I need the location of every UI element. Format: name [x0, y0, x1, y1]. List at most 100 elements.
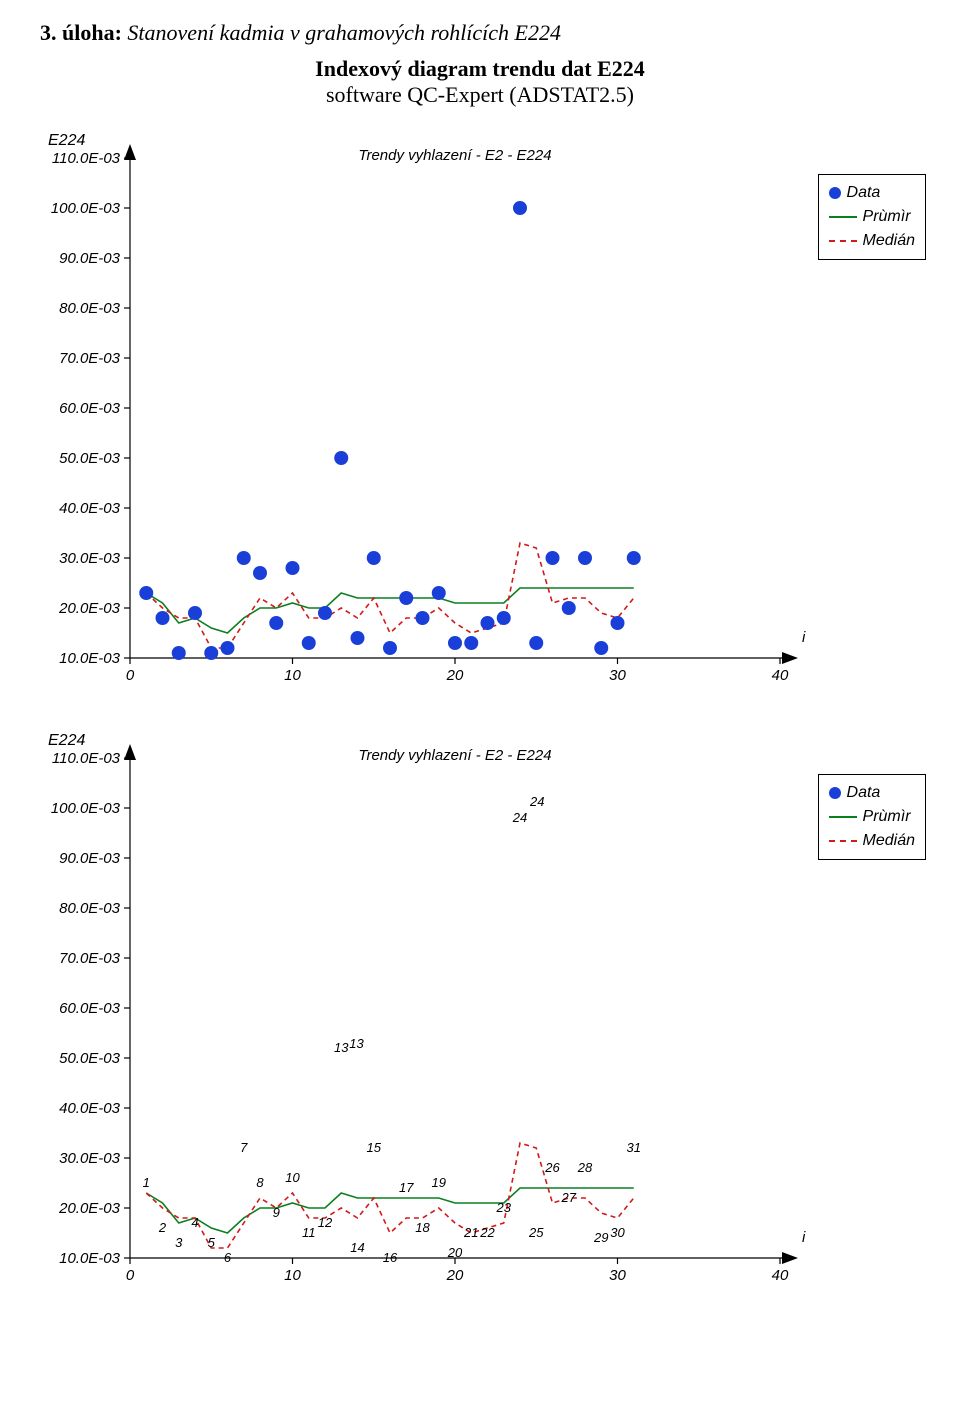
subtitle-line1: Indexový diagram trendu dat E224 — [40, 56, 920, 82]
svg-text:100.0E-03: 100.0E-03 — [51, 200, 121, 217]
title-prefix: 3. úloha: — [40, 20, 122, 45]
legend-median-label: Medián — [863, 229, 915, 253]
svg-text:90.0E-03: 90.0E-03 — [59, 850, 121, 867]
svg-text:10: 10 — [285, 1170, 300, 1185]
title-rest: Stanovení kadmia v grahamových rohlících… — [122, 20, 561, 45]
svg-text:21: 21 — [463, 1225, 478, 1240]
svg-text:11: 11 — [302, 1225, 316, 1240]
svg-text:i: i — [802, 1229, 806, 1246]
svg-text:15: 15 — [367, 1140, 382, 1155]
svg-text:Trendy vyhlazení - E2 - E224: Trendy vyhlazení - E2 - E224 — [358, 747, 551, 764]
svg-text:6: 6 — [224, 1250, 232, 1265]
svg-text:14: 14 — [350, 1240, 364, 1255]
legend-data: Data — [829, 181, 915, 205]
svg-text:40: 40 — [772, 1267, 789, 1284]
svg-text:20.0E-03: 20.0E-03 — [58, 1200, 121, 1217]
legend-median: Medián — [829, 229, 915, 253]
svg-text:30.0E-03: 30.0E-03 — [59, 550, 121, 567]
svg-text:80.0E-03: 80.0E-03 — [59, 300, 121, 317]
svg-text:50.0E-03: 50.0E-03 — [59, 1050, 121, 1067]
svg-text:7: 7 — [240, 1140, 248, 1155]
legend-median-line — [829, 240, 857, 242]
svg-text:28: 28 — [577, 1160, 593, 1175]
svg-text:16: 16 — [383, 1250, 398, 1265]
chart-2-svg: 10.0E-03 20.0E-03 30.0E-03 40.0E-03 50.0E-03… — [40, 738, 920, 1298]
legend-data-label-2: Data — [847, 781, 881, 805]
svg-text:30: 30 — [609, 1267, 626, 1284]
svg-text:110.0E-03: 110.0E-03 — [52, 750, 121, 767]
chart-2: E224 Data Prùmìr Medián 10.0E-0320.0E-03… — [40, 738, 920, 1298]
svg-text:5: 5 — [208, 1235, 216, 1250]
svg-text:8: 8 — [256, 1175, 264, 1190]
svg-text:60.0E-03: 60.0E-03 — [59, 400, 121, 417]
svg-text:17: 17 — [399, 1180, 414, 1195]
svg-text:20: 20 — [446, 667, 464, 684]
svg-text:2: 2 — [158, 1220, 167, 1235]
legend-mean-line — [829, 216, 857, 218]
svg-text:30.0E-03: 30.0E-03 — [59, 1150, 121, 1167]
svg-text:22: 22 — [479, 1225, 495, 1240]
svg-text:30: 30 — [609, 667, 626, 684]
subtitle-line2: software QC-Expert (ADSTAT2.5) — [40, 82, 920, 108]
svg-text:90.0E-03: 90.0E-03 — [59, 250, 121, 267]
svg-text:40.0E-03: 40.0E-03 — [59, 500, 121, 517]
legend-mean: Prùmìr — [829, 205, 915, 229]
legend-mean-line-2 — [829, 816, 857, 818]
svg-text:24: 24 — [512, 810, 527, 825]
legend-median-line-2 — [829, 840, 857, 842]
svg-text:25: 25 — [528, 1225, 544, 1240]
svg-text:18: 18 — [415, 1220, 430, 1235]
y-axis-top-label: E224 — [48, 132, 85, 150]
svg-text:i: i — [802, 629, 806, 646]
svg-text:80.0E-03: 80.0E-03 — [59, 900, 121, 917]
y-axis-top-label-2: E224 — [48, 732, 85, 750]
svg-text:50.0E-03: 50.0E-03 — [59, 450, 121, 467]
svg-text:40.0E-03: 40.0E-03 — [59, 1100, 121, 1117]
subtitle: Indexový diagram trendu dat E224 softwar… — [40, 56, 920, 108]
legend-data-dot-2 — [829, 787, 841, 799]
svg-text:24: 24 — [529, 794, 544, 809]
svg-text:9: 9 — [273, 1205, 280, 1220]
svg-text:10.0E-03: 10.0E-03 — [59, 1250, 121, 1267]
chart-1-svg: 10.0E-03 20.0E-03 30.0E-03 40.0E-03 50.0E-03… — [40, 138, 920, 698]
svg-text:10.0E-03: 10.0E-03 — [59, 650, 121, 667]
svg-text:3: 3 — [175, 1235, 183, 1250]
legend-mean-label: Prùmìr — [863, 205, 911, 229]
svg-text:60.0E-03: 60.0E-03 — [59, 1000, 121, 1017]
legend-data-2: Data — [829, 781, 915, 805]
svg-text:20.0E-03: 20.0E-03 — [58, 600, 121, 617]
legend: Data Prùmìr Medián — [818, 174, 926, 260]
svg-text:40: 40 — [772, 667, 789, 684]
legend-median-2: Medián — [829, 829, 915, 853]
svg-text:31: 31 — [627, 1140, 641, 1155]
svg-text:1: 1 — [143, 1175, 150, 1190]
svg-text:26: 26 — [544, 1160, 560, 1175]
svg-text:110.0E-03: 110.0E-03 — [52, 150, 121, 167]
svg-text:30: 30 — [610, 1225, 625, 1240]
svg-text:23: 23 — [496, 1200, 512, 1215]
svg-text:100.0E-03: 100.0E-03 — [51, 800, 121, 817]
chart-1: E224 Data Prùmìr Medián 10.0E-0320.0E-03… — [40, 138, 920, 698]
legend-mean-2: Prùmìr — [829, 805, 915, 829]
svg-text:70.0E-03: 70.0E-03 — [59, 950, 121, 967]
svg-text:0: 0 — [126, 667, 135, 684]
svg-text:13: 13 — [349, 1036, 364, 1051]
svg-text:70.0E-03: 70.0E-03 — [59, 350, 121, 367]
legend-data-dot — [829, 187, 841, 199]
svg-text:10: 10 — [284, 1267, 301, 1284]
svg-text:10: 10 — [284, 667, 301, 684]
svg-text:29: 29 — [593, 1230, 608, 1245]
svg-text:12: 12 — [318, 1215, 333, 1230]
page-title: 3. úloha: Stanovení kadmia v grahamových… — [40, 20, 920, 46]
svg-text:0: 0 — [126, 1267, 135, 1284]
legend-mean-label-2: Prùmìr — [863, 805, 911, 829]
svg-text:27: 27 — [561, 1190, 577, 1205]
legend-data-label: Data — [847, 181, 881, 205]
svg-text:4: 4 — [191, 1215, 198, 1230]
svg-text:Trendy vyhlazení - E2 - E224: Trendy vyhlazení - E2 - E224 — [358, 147, 551, 164]
legend-2: Data Prùmìr Medián — [818, 774, 926, 860]
svg-text:13: 13 — [334, 1040, 349, 1055]
svg-text:20: 20 — [447, 1245, 463, 1260]
svg-text:19: 19 — [432, 1175, 446, 1190]
svg-text:20: 20 — [446, 1267, 464, 1284]
